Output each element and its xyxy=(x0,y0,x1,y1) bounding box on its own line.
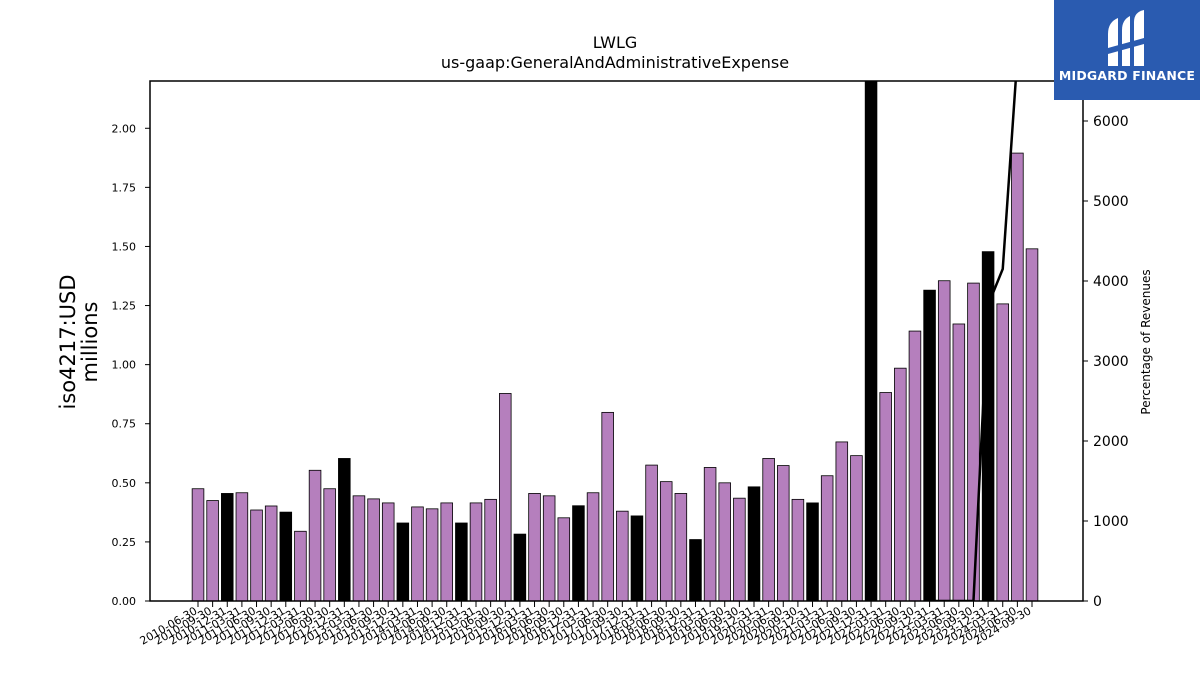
bar-annual xyxy=(338,458,351,602)
bar-quarter xyxy=(937,280,951,602)
bar-quarter xyxy=(996,303,1009,602)
y2-axis-label: Percentage of Revenues xyxy=(1139,269,1153,414)
bar-quarter xyxy=(967,282,980,602)
chart-subtitle: us-gaap:GeneralAndAdministrativeExpense xyxy=(441,53,789,72)
bar-quarter xyxy=(542,495,556,602)
bar-quarter xyxy=(1025,248,1039,602)
bar-quarter xyxy=(791,498,805,602)
bar-annual xyxy=(806,502,819,602)
chart-title: LWLG xyxy=(593,33,638,52)
bar-quarter xyxy=(586,492,600,602)
bar-quarter xyxy=(411,506,424,602)
bar-quarter xyxy=(294,530,307,602)
bar-quarter xyxy=(440,502,453,602)
bar-quarter xyxy=(952,323,966,602)
bar-quarter xyxy=(381,502,395,602)
y-axis-right: 0 1000 2000 3000 4000 5000 6000 xyxy=(1083,114,1129,610)
y-tick-label: 0.50 xyxy=(112,477,137,490)
bar-quarter xyxy=(659,481,673,602)
bar-quarter xyxy=(894,367,907,602)
bar-annual xyxy=(864,80,878,602)
y2-tick-label: 4000 xyxy=(1093,274,1129,290)
bar-quarter xyxy=(235,492,249,602)
pct-revenue-line xyxy=(929,81,1017,601)
bar-quarter xyxy=(908,330,922,602)
bar-quarter xyxy=(499,393,512,602)
y2-tick-label: 2000 xyxy=(1093,434,1129,450)
bar-quarter xyxy=(484,498,497,602)
bar-quarter xyxy=(425,508,439,602)
midgard-logo-icon xyxy=(1108,10,1144,66)
y-tick-label: 2.00 xyxy=(112,122,137,135)
y-tick-label: 1.25 xyxy=(112,300,137,313)
y-tick-label: 1.75 xyxy=(112,181,137,194)
bar-quarter xyxy=(191,488,205,602)
y2-tick-label: 6000 xyxy=(1093,114,1129,130)
bar-quarter xyxy=(733,497,746,602)
line-layer xyxy=(929,81,1017,601)
y2-tick-label: 1000 xyxy=(1093,514,1129,530)
bar-quarter xyxy=(601,411,614,602)
y-tick-label: 0.75 xyxy=(112,418,137,431)
bar-quarter xyxy=(674,493,688,602)
x-axis: 2010-06-302010-09-302010-12-312011-03-31… xyxy=(138,601,1034,648)
y-axis-left: 0.00 0.25 0.50 0.75 1.00 1.25 1.50 1.75 2.00 xyxy=(112,122,150,608)
bar-annual xyxy=(923,289,936,602)
y2-tick-label: 0 xyxy=(1093,594,1102,610)
bar-quarter xyxy=(557,517,571,602)
bar-annual xyxy=(513,533,527,602)
y2-tick-label: 3000 xyxy=(1093,354,1129,370)
bar-quarter xyxy=(777,465,790,602)
y-tick-label: 0.00 xyxy=(112,595,137,608)
bar-quarter xyxy=(718,482,731,602)
bar-quarter xyxy=(264,505,278,602)
y-tick-label: 1.50 xyxy=(112,240,137,253)
bar-quarter xyxy=(835,441,849,602)
logo-wordmark: MIDGARD FINANCE xyxy=(1058,68,1196,83)
y-tick-label: 1.00 xyxy=(112,359,137,372)
bar-annual xyxy=(279,511,293,602)
bar-quarter xyxy=(645,464,658,602)
bar-quarter xyxy=(703,467,717,602)
midgard-finance-logo: MIDGARD FINANCE xyxy=(1054,0,1200,100)
bar-quarter xyxy=(879,392,892,602)
bar-quarter xyxy=(850,455,863,602)
bar-quarter xyxy=(528,493,541,602)
plot-frame xyxy=(149,80,1084,602)
bar-quarter xyxy=(206,500,219,602)
y-tick-label: 0.25 xyxy=(112,536,137,549)
bar-annual xyxy=(630,515,644,602)
bar-quarter xyxy=(762,458,775,602)
bar-quarter xyxy=(820,475,834,602)
bar-quarter xyxy=(323,488,336,602)
bars-group xyxy=(191,80,1039,602)
bar-quarter xyxy=(1011,152,1024,602)
bar-quarter xyxy=(469,502,483,602)
bar-annual xyxy=(396,522,410,602)
bar-quarter xyxy=(352,495,366,602)
y-axis-label-line2: millions xyxy=(78,302,102,383)
bar-quarter xyxy=(250,509,263,602)
bar-annual xyxy=(455,522,468,602)
bar-annual xyxy=(747,486,761,602)
y2-tick-label: 5000 xyxy=(1093,194,1129,210)
bar-quarter xyxy=(616,510,629,602)
bar-annual xyxy=(221,493,234,602)
y-axis-label-line1: iso4217:USD xyxy=(56,274,80,409)
bar-annual xyxy=(689,539,702,602)
bar-quarter xyxy=(308,469,322,602)
bar-annual xyxy=(572,505,585,602)
bar-quarter xyxy=(367,498,380,602)
